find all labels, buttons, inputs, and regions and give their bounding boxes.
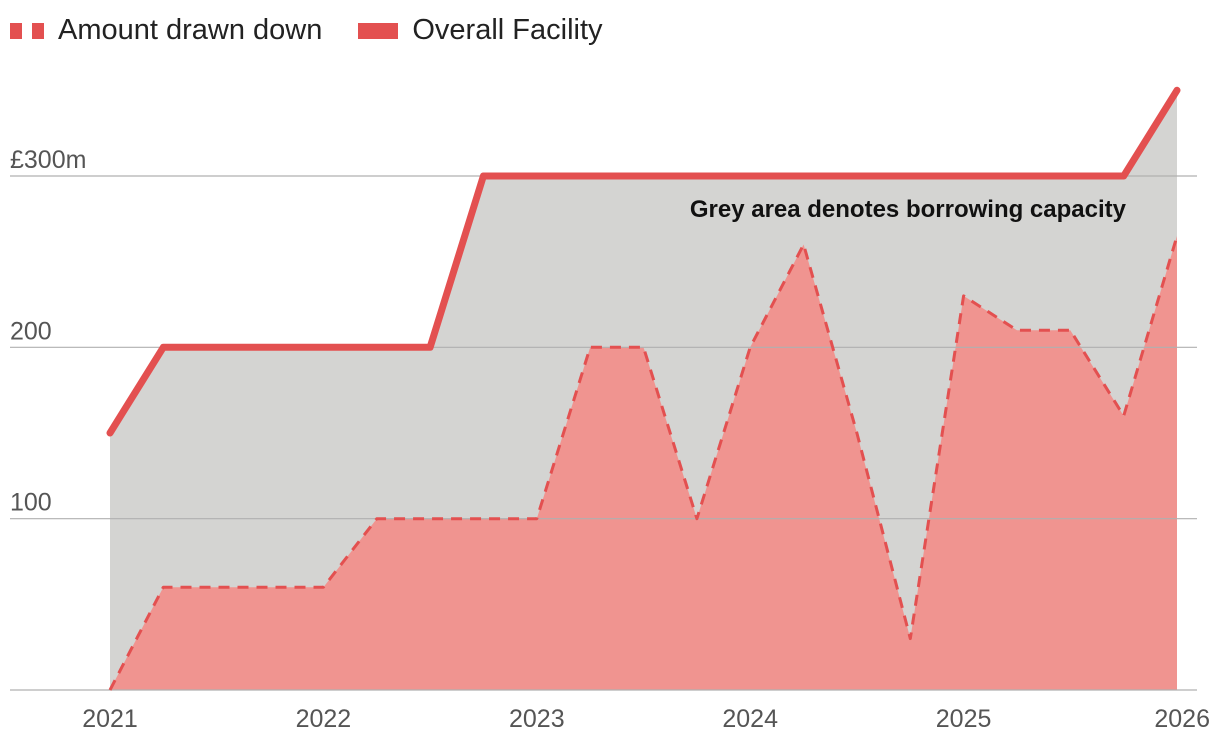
- lines-layer: [106, 86, 1181, 691]
- legend-item-overall-facility: Overall Facility: [358, 14, 603, 47]
- y-tick-label-100: 100: [10, 489, 52, 517]
- x-tick-label-2025: 2025: [936, 705, 992, 733]
- x-tick-label-2026: 2026: [1154, 705, 1210, 733]
- dashed-swatch-icon: [10, 22, 44, 39]
- drawn-area: [110, 236, 1177, 690]
- x-tick-label-2024: 2024: [722, 705, 778, 733]
- labels-layer: Grey area denotes borrowing capacity £30…: [10, 146, 1210, 733]
- fills-layer: [110, 90, 1177, 691]
- x-tick-label-2021: 2021: [82, 705, 138, 733]
- y-tick-label-300: £300m: [10, 146, 86, 174]
- legend: Amount drawn down Overall Facility: [10, 14, 603, 47]
- series-line-overall-facility: [106, 86, 1181, 437]
- x-tick-label-2022: 2022: [296, 705, 352, 733]
- legend-item-amount-drawn: Amount drawn down: [10, 14, 322, 47]
- legend-label-amount-drawn: Amount drawn down: [58, 14, 323, 46]
- legend-label-overall-facility: Overall Facility: [412, 14, 603, 46]
- y-tick-label-200: 200: [10, 317, 52, 345]
- capacity-annotation: Grey area denotes borrowing capacity: [690, 196, 1127, 223]
- x-tick-label-2023: 2023: [509, 705, 565, 733]
- solid-swatch-icon: [358, 22, 399, 39]
